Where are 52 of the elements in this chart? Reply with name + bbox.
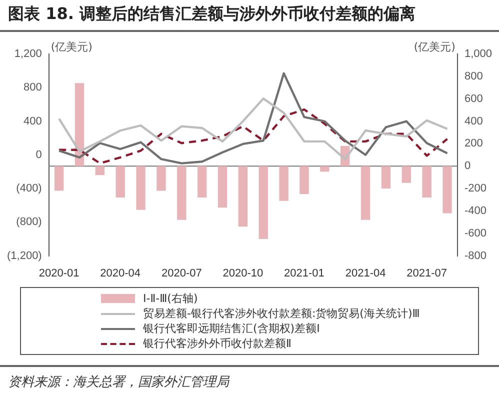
- y-tick-label: 1,200: [14, 48, 42, 60]
- line-series: [58, 108, 448, 164]
- y-tick-label: 0: [36, 148, 42, 161]
- y2-axis-title: (亿美元): [414, 40, 456, 54]
- bar: [422, 166, 432, 198]
- y-tick-label: (1,200): [6, 250, 42, 262]
- y-tick-label: (400): [16, 182, 42, 195]
- bar: [360, 166, 370, 220]
- y2-tick-label: 600: [464, 92, 483, 105]
- y2-tick-label: 400: [464, 115, 483, 128]
- bar: [136, 166, 146, 210]
- bar: [218, 166, 228, 208]
- bar: [238, 166, 248, 227]
- y2-tick-label: 800: [464, 70, 483, 82]
- x-tick-label: 2020-04: [100, 267, 141, 280]
- y2-tick-label: -400: [464, 204, 487, 217]
- y-axis-title: (亿美元): [50, 40, 92, 54]
- bar: [381, 166, 391, 189]
- y2-tick-label: 200: [464, 138, 483, 150]
- x-tick-label: 2020-07: [161, 267, 202, 280]
- bar: [54, 166, 64, 191]
- legend-label: 银行代客涉外外币收付款差额Ⅱ: [143, 336, 292, 351]
- bar: [320, 166, 330, 172]
- x-tick-label: 2021-04: [345, 267, 386, 280]
- y2-tick-label: 1,000: [464, 48, 492, 60]
- y-tick-label: 400: [23, 115, 42, 128]
- bar: [402, 166, 411, 183]
- y2-tick-label: -800: [464, 250, 487, 262]
- legend-label: Ⅰ-Ⅱ-Ⅲ(右轴): [143, 291, 198, 306]
- bar: [116, 166, 125, 198]
- chart-title: 图表 18. 调整后的结售汇差额与涉外外币收付差额的偏离: [0, 0, 499, 32]
- text: 资料来源：海关总署，国家外汇管理局: [0, 365, 499, 397]
- bar: [177, 166, 186, 220]
- legend-label: 贸易差额-银行代客涉外收付款差额:货物贸易(海关统计)Ⅲ: [143, 306, 420, 321]
- bar: [258, 166, 268, 239]
- y2-tick-label: 0: [464, 160, 471, 172]
- bar: [442, 166, 452, 214]
- bar: [156, 166, 166, 191]
- x-tick-label: 2020-10: [222, 267, 264, 280]
- y2-tick-label: -600: [464, 227, 487, 240]
- bar: [95, 166, 105, 176]
- bar: [279, 166, 288, 201]
- x-tick-label: 2021-07: [406, 267, 448, 280]
- legend-label: 银行代客即远期结售汇(含期权)差额Ⅰ: [143, 321, 320, 336]
- x-tick-label: 2021-01: [284, 267, 324, 280]
- y2-tick-label: -200: [464, 182, 487, 195]
- bar: [300, 166, 309, 194]
- y-tick-label: (800): [16, 216, 42, 228]
- x-tick-label: 2020-01: [38, 267, 80, 280]
- y-tick-label: 800: [23, 82, 42, 94]
- bar: [197, 166, 207, 198]
- bar: [74, 83, 84, 166]
